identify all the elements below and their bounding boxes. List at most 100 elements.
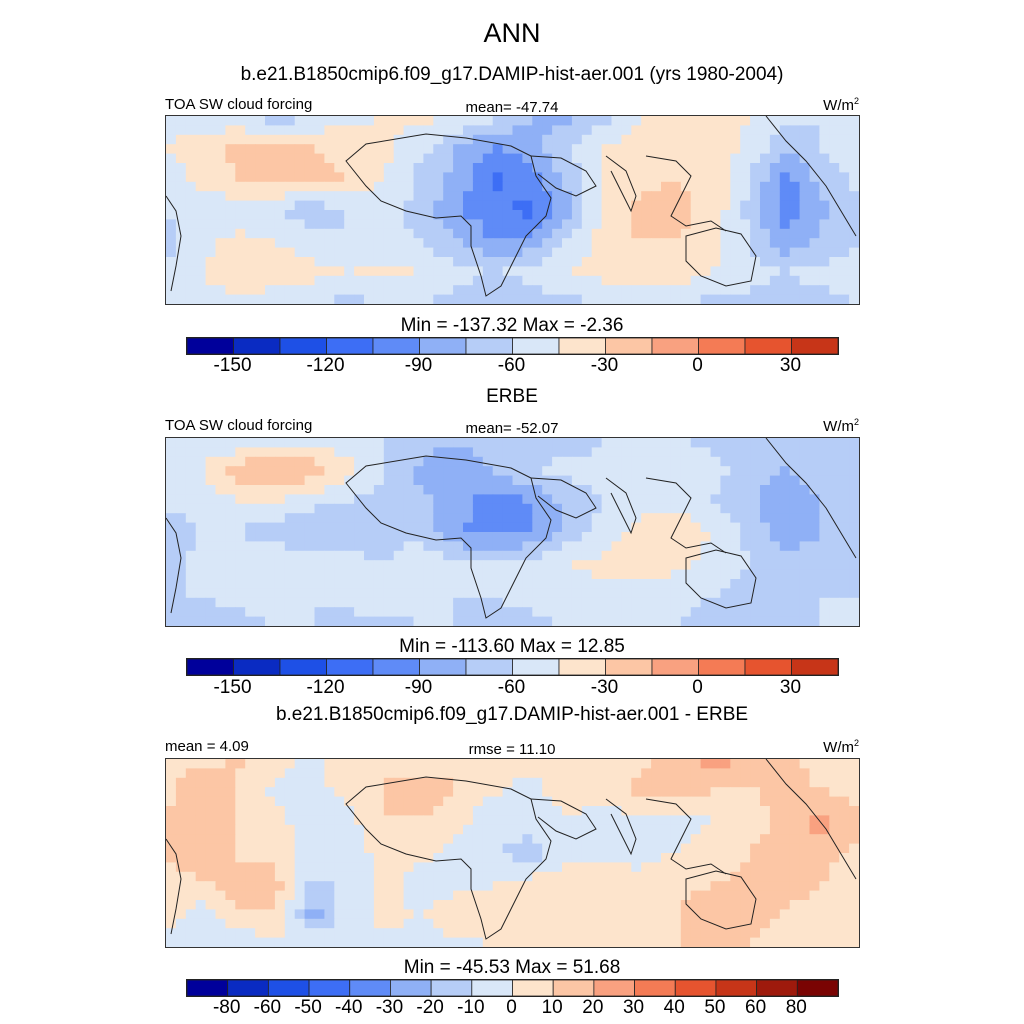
- map-cell: [562, 777, 573, 788]
- map-cell: [532, 787, 543, 798]
- map-cell: [839, 550, 850, 561]
- map-cell: [769, 228, 781, 239]
- map-cell: [730, 616, 741, 626]
- map-cell: [453, 569, 464, 580]
- map-cell: [611, 777, 622, 788]
- map-cell: [205, 862, 217, 873]
- map-cell: [809, 918, 820, 929]
- map-cell: [472, 796, 484, 807]
- map-cell: [522, 285, 533, 296]
- map-cell: [245, 862, 256, 873]
- map-cell: [621, 815, 632, 826]
- map-cell: [255, 777, 266, 788]
- map-cell: [195, 890, 207, 901]
- map-cell: [730, 294, 741, 304]
- map-cell: [571, 116, 583, 126]
- map-cell: [166, 247, 177, 258]
- map-cell: [215, 881, 226, 892]
- map-cell: [651, 616, 662, 626]
- map-cell: [581, 228, 593, 239]
- map-cell: [482, 815, 494, 826]
- map-cell: [680, 266, 692, 277]
- map-cell: [740, 579, 751, 589]
- map-cell: [591, 247, 603, 258]
- map-cell: [760, 900, 771, 910]
- map-cell: [591, 456, 603, 467]
- panel1-map-svg: [166, 116, 859, 304]
- map-cell: [849, 210, 859, 220]
- map-cell: [393, 815, 405, 826]
- colorbar-swatch: [465, 659, 513, 675]
- map-cell: [680, 806, 692, 816]
- map-cell: [205, 777, 217, 788]
- map-cell: [601, 607, 613, 618]
- map-cell: [789, 125, 801, 136]
- map-cell: [670, 172, 682, 183]
- map-cell: [245, 438, 256, 448]
- map-cell: [482, 796, 494, 807]
- panel1-subtitle: b.e21.B1850cmip6.f09_g17.DAMIP-hist-aer.…: [240, 64, 784, 85]
- map-cell: [720, 266, 731, 277]
- map-cell: [344, 125, 355, 136]
- map-cell: [205, 219, 217, 230]
- map-cell: [532, 871, 543, 882]
- map-cell: [284, 200, 296, 211]
- map-cell: [373, 777, 385, 788]
- map-cell: [611, 928, 622, 939]
- map-cell: [611, 191, 622, 202]
- map-cell: [265, 853, 276, 863]
- map-cell: [463, 200, 474, 211]
- map-cell: [651, 928, 662, 939]
- map-cell: [591, 191, 603, 202]
- map-cell: [284, 134, 296, 145]
- map-cell: [403, 494, 415, 505]
- map-cell: [581, 475, 593, 486]
- map-cell: [611, 806, 622, 816]
- map-cell: [809, 125, 820, 136]
- map-cell: [829, 125, 840, 136]
- map-cell: [611, 787, 622, 798]
- map-cell: [769, 890, 781, 901]
- map-cell: [364, 503, 375, 514]
- map-cell: [779, 928, 791, 939]
- map-cell: [750, 777, 761, 788]
- map-cell: [433, 597, 444, 608]
- map-cell: [443, 266, 454, 277]
- map-cell: [265, 834, 276, 845]
- map-cell: [522, 275, 533, 286]
- map-cell: [581, 294, 593, 304]
- map-cell: [621, 238, 632, 249]
- map-cell: [383, 494, 395, 505]
- map-cell: [829, 438, 840, 448]
- map-cell: [443, 759, 454, 769]
- map-cell: [680, 475, 692, 486]
- map-cell: [769, 125, 781, 136]
- panel1-mean-label: mean= -47.74: [465, 99, 559, 116]
- map-cell: [839, 862, 850, 873]
- map-cell: [433, 532, 444, 542]
- map-cell: [314, 597, 325, 608]
- map-cell: [453, 294, 464, 304]
- map-cell: [314, 787, 325, 798]
- map-cell: [383, 824, 395, 835]
- map-cell: [641, 257, 652, 267]
- map-cell: [621, 456, 632, 467]
- map-cell: [324, 438, 335, 448]
- map-cell: [631, 569, 642, 580]
- map-cell: [522, 815, 533, 826]
- map-cell: [760, 909, 771, 920]
- map-cell: [769, 806, 781, 816]
- map-cell: [710, 228, 721, 239]
- map-cell: [492, 550, 504, 561]
- map-cell: [819, 191, 830, 202]
- map-cell: [225, 172, 236, 183]
- map-cell: [512, 456, 523, 467]
- map-cell: [265, 228, 276, 239]
- map-cell: [472, 806, 484, 816]
- map-cell: [354, 579, 365, 589]
- map-cell: [661, 806, 672, 816]
- map-cell: [621, 191, 632, 202]
- map-cell: [641, 116, 652, 126]
- map-cell: [393, 191, 405, 202]
- map-cell: [265, 777, 276, 788]
